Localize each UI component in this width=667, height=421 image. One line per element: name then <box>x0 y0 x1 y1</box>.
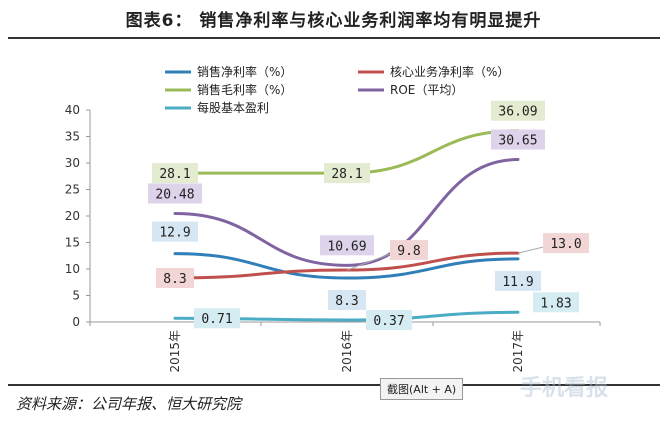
data-label-box <box>390 240 428 261</box>
data-label-box <box>152 221 198 242</box>
legend-label: 每股基本盈利 <box>197 100 269 115</box>
y-tick-label: 10 <box>65 262 80 276</box>
legend-label: 核心业务净利率（%） <box>390 64 509 79</box>
data-label: 9.8 <box>397 244 420 259</box>
data-label-box <box>152 163 198 184</box>
data-label: 1.83 <box>540 296 571 311</box>
data-label: 11.9 <box>502 275 533 290</box>
legend-label: 销售净利率（%） <box>197 64 292 79</box>
data-label: 20.48 <box>155 187 194 202</box>
y-tick-label: 15 <box>65 236 80 250</box>
data-label: 36.09 <box>498 105 537 120</box>
y-tick-label: 25 <box>65 183 80 197</box>
leader-line <box>346 253 391 271</box>
legend-label: 销售毛利率（%） <box>197 82 292 97</box>
page-title: 图表6： 销售净利率与核心业务利润率均有明显提升 <box>125 11 542 31</box>
data-label: 0.71 <box>201 312 232 327</box>
data-label-box <box>366 310 412 331</box>
legend-label: ROE（平均） <box>390 83 463 97</box>
x-tick-label: 2017年 <box>511 330 525 373</box>
data-label-box <box>491 129 545 150</box>
y-tick-label: 40 <box>65 103 80 117</box>
series-line <box>173 158 520 267</box>
data-label-box <box>495 270 541 291</box>
source-note: 资料来源：公司年报、恒大研究院 <box>16 395 242 413</box>
data-label-box <box>148 183 202 204</box>
watermark: 手机看报 <box>520 376 609 401</box>
data-label-box <box>320 235 374 256</box>
y-tick-label: 30 <box>65 156 80 170</box>
leader-line <box>517 246 544 254</box>
screenshot-tooltip: 截图(Alt + A) <box>380 378 464 400</box>
data-label: 13.0 <box>550 237 581 252</box>
data-label-box <box>491 100 545 121</box>
data-label: 12.9 <box>159 226 190 241</box>
data-label-box <box>324 163 370 184</box>
data-label-box <box>543 233 589 254</box>
y-tick-label: 0 <box>72 315 80 329</box>
bottom-divider <box>8 384 660 386</box>
x-tick-label: 2016年 <box>340 330 354 373</box>
y-tick-label: 35 <box>65 130 80 144</box>
data-label: 10.69 <box>327 239 366 254</box>
top-divider <box>8 37 660 39</box>
data-label: 0.37 <box>373 314 404 329</box>
data-label: 8.3 <box>335 294 358 309</box>
data-label: 30.65 <box>498 134 537 149</box>
data-label-box <box>194 308 240 329</box>
y-tick-label: 5 <box>72 289 80 303</box>
series-line <box>173 252 520 280</box>
x-tick-label: 2015年 <box>168 330 182 373</box>
data-label: 8.3 <box>163 272 186 287</box>
data-label-box <box>156 268 194 289</box>
y-tick-label: 20 <box>65 209 80 223</box>
data-label-box <box>533 292 579 313</box>
data-label: 28.1 <box>159 167 190 182</box>
data-label: 28.1 <box>331 167 362 182</box>
data-label-box <box>328 290 366 311</box>
